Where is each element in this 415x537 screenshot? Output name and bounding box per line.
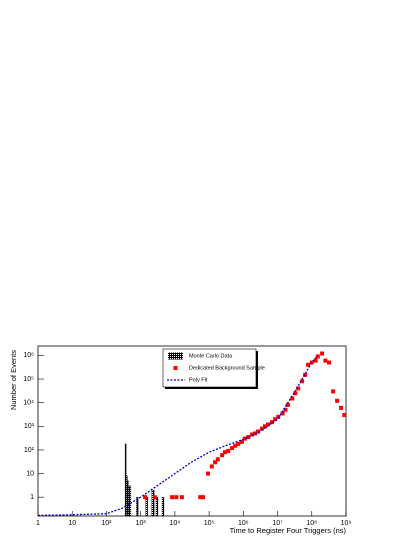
data-point: [266, 422, 271, 427]
data-point: [259, 426, 264, 431]
data-point: [209, 464, 214, 469]
data-point: [306, 362, 311, 367]
data-point: [327, 360, 332, 365]
data-point: [293, 391, 298, 396]
data-point: [342, 413, 347, 418]
histogram-bar: [136, 497, 139, 517]
data-point: [239, 439, 244, 444]
histogram-bar: [127, 480, 129, 517]
data-point: [170, 495, 175, 500]
data-point: [273, 417, 278, 422]
data-point: [335, 398, 340, 403]
data-point: [290, 396, 295, 401]
data-point: [309, 360, 314, 365]
x-tick-label: 10: [68, 520, 76, 527]
histogram-bar: [145, 497, 148, 517]
data-point: [320, 351, 325, 356]
data-point: [303, 372, 308, 377]
data-point: [242, 436, 247, 441]
y-tick-label: 10²: [24, 447, 35, 454]
data-point: [198, 495, 203, 500]
y-axis-title: Number of Events: [9, 350, 18, 410]
y-tick-label: 10³: [24, 423, 35, 430]
data-point: [226, 449, 231, 454]
x-tick-label: 10²: [101, 520, 112, 527]
data-point: [285, 402, 290, 407]
data-point: [313, 358, 318, 363]
histogram-bar: [161, 497, 165, 517]
data-point: [246, 435, 251, 440]
histogram-bar: [128, 485, 130, 517]
x-tick-label: 10⁴: [169, 520, 180, 527]
histogram-bar: [124, 443, 127, 517]
y-tick-label: 10: [26, 470, 34, 477]
data-point: [200, 495, 205, 500]
histogram-bar: [129, 485, 132, 517]
data-point: [300, 379, 305, 384]
x-tick-label: 10³: [136, 520, 147, 527]
data-point: [143, 495, 148, 500]
data-point: [213, 460, 218, 465]
x-tick-label: 1: [36, 520, 40, 527]
data-point: [296, 386, 301, 391]
y-tick-label: 10⁴: [23, 400, 34, 407]
data-point: [206, 471, 211, 476]
data-point: [323, 358, 328, 363]
x-axis-title: Time to Register Four Triggers (ns): [230, 526, 347, 535]
data-point: [215, 457, 220, 462]
data-point: [222, 450, 227, 455]
y-tick-label: 1: [30, 494, 34, 501]
histogram-bar: [151, 489, 155, 517]
data-point: [179, 495, 184, 500]
data-point: [174, 495, 179, 500]
x-tick-label: 10⁵: [204, 520, 215, 527]
data-point: [256, 429, 261, 434]
data-point: [283, 407, 288, 412]
data-point: [233, 443, 238, 448]
data-point: [152, 495, 157, 500]
legend-swatch: [173, 366, 178, 370]
plot-frame: [37, 345, 347, 517]
legend-swatch: [168, 352, 183, 360]
data-point: [230, 446, 235, 451]
data-point: [270, 420, 275, 425]
data-point: [331, 389, 336, 394]
data-point: [315, 354, 320, 359]
y-tick-label: 10⁶: [23, 352, 34, 359]
data-point: [339, 405, 344, 410]
fit-line: [37, 354, 319, 517]
y-tick-label: 10⁵: [23, 376, 34, 383]
x-tick-label: 10⁹: [341, 520, 352, 527]
data-point: [236, 441, 241, 446]
legend-label: Dedicated Background Sample: [189, 365, 265, 371]
x-tick-label: 10⁶: [238, 520, 249, 527]
data-point: [280, 411, 285, 416]
histogram-bar: [155, 497, 159, 517]
data-point: [220, 453, 225, 458]
legend-label: Poly Fit: [189, 377, 208, 383]
histogram-bar: [126, 475, 128, 517]
legend-label: Monte Carlo Data: [189, 353, 233, 359]
data-point: [263, 424, 268, 429]
x-tick-label: 10⁷: [272, 520, 283, 527]
x-tick-label: 10⁸: [306, 520, 317, 527]
